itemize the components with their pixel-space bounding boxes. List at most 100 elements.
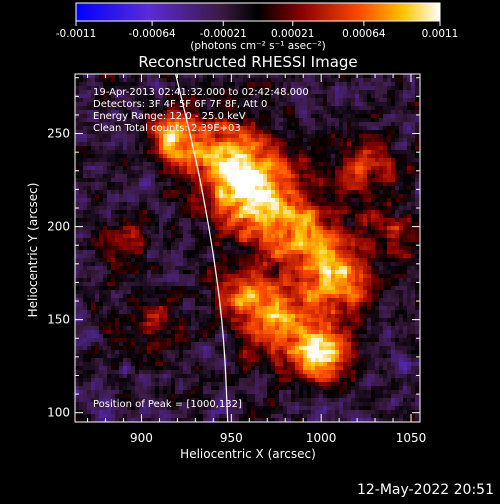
heatmap-cell <box>387 106 392 111</box>
heatmap-cell <box>191 194 196 199</box>
heatmap-cell <box>371 154 376 159</box>
heatmap-cell <box>327 118 332 123</box>
heatmap-cell <box>99 282 104 287</box>
heatmap-cell <box>343 226 348 231</box>
heatmap-cell <box>103 154 108 159</box>
heatmap-cell <box>391 222 396 227</box>
heatmap-cell <box>335 238 340 243</box>
heatmap-cell <box>323 102 328 107</box>
heatmap-cell <box>379 274 384 279</box>
heatmap-cell <box>395 134 400 139</box>
heatmap-cell <box>335 138 340 143</box>
heatmap-cell <box>347 202 352 207</box>
heatmap-cell <box>179 78 184 83</box>
heatmap-cell <box>271 210 276 215</box>
heatmap-cell <box>371 174 376 179</box>
heatmap-cell <box>411 110 416 115</box>
heatmap-cell <box>323 154 328 159</box>
heatmap-cell <box>367 102 372 107</box>
heatmap-cell <box>183 254 188 259</box>
heatmap-cell <box>235 262 240 267</box>
heatmap-cell <box>107 294 112 299</box>
heatmap-cell <box>103 302 108 307</box>
heatmap-cell <box>283 126 288 131</box>
heatmap-cell <box>111 198 116 203</box>
heatmap-cell <box>375 166 380 171</box>
heatmap-cell <box>151 302 156 307</box>
heatmap-cell <box>403 130 408 135</box>
heatmap-cell <box>135 242 140 247</box>
heatmap-cell <box>375 90 380 95</box>
heatmap-cell <box>219 250 224 255</box>
heatmap-cell <box>319 198 324 203</box>
heatmap-cell <box>327 250 332 255</box>
heatmap-cell <box>83 202 88 207</box>
heatmap-cell <box>95 202 100 207</box>
heatmap-cell <box>163 82 168 87</box>
heatmap-cell <box>347 162 352 167</box>
heatmap-cell <box>163 286 168 291</box>
heatmap-cell <box>359 114 364 119</box>
heatmap-cell <box>115 142 120 147</box>
heatmap-cell <box>211 294 216 299</box>
heatmap-cell <box>255 130 260 135</box>
heatmap-cell <box>379 134 384 139</box>
heatmap-cell <box>335 254 340 259</box>
heatmap-cell <box>231 222 236 227</box>
heatmap-cell <box>279 126 284 131</box>
heatmap-cell <box>303 202 308 207</box>
heatmap-cell <box>251 238 256 243</box>
heatmap-cell <box>291 294 296 299</box>
heatmap-cell <box>91 262 96 267</box>
heatmap-cell <box>111 142 116 147</box>
heatmap-cell <box>303 78 308 83</box>
heatmap-cell <box>363 94 368 99</box>
heatmap-cell <box>251 234 256 239</box>
heatmap-cell <box>355 130 360 135</box>
heatmap-cell <box>227 174 232 179</box>
heatmap-cell <box>243 214 248 219</box>
heatmap-cell <box>187 230 192 235</box>
heatmap-cell <box>403 102 408 107</box>
heatmap-cell <box>239 198 244 203</box>
heatmap-cell <box>411 230 416 235</box>
heatmap-cell <box>399 290 404 295</box>
heatmap-cell <box>367 266 372 271</box>
heatmap-cell <box>115 162 120 167</box>
heatmap-cell <box>175 278 180 283</box>
heatmap-cell <box>131 150 136 155</box>
heatmap-cell <box>363 242 368 247</box>
heatmap-cell <box>411 138 416 143</box>
heatmap-cell <box>287 226 292 231</box>
heatmap-cell <box>259 114 264 119</box>
heatmap-cell <box>223 266 228 271</box>
heatmap-cell <box>363 146 368 151</box>
heatmap-cell <box>307 158 312 163</box>
heatmap-cell <box>111 242 116 247</box>
heatmap-cell <box>199 234 204 239</box>
heatmap-cell <box>299 114 304 119</box>
heatmap-cell <box>167 222 172 227</box>
heatmap-cell <box>123 134 128 139</box>
heatmap-cell <box>259 118 264 123</box>
heatmap-cell <box>295 282 300 287</box>
heatmap-cell <box>207 162 212 167</box>
heatmap-cell <box>403 78 408 83</box>
heatmap-cell <box>387 166 392 171</box>
heatmap-cell <box>111 230 116 235</box>
heatmap-cell <box>383 198 388 203</box>
heatmap-cell <box>323 290 328 295</box>
heatmap-cell <box>407 214 412 219</box>
heatmap-cell <box>391 182 396 187</box>
heatmap-cell <box>375 274 380 279</box>
heatmap-cell <box>299 274 304 279</box>
heatmap-cell <box>383 262 388 267</box>
heatmap-cell <box>303 262 308 267</box>
heatmap-cell <box>411 242 416 247</box>
heatmap-cell <box>95 218 100 223</box>
heatmap-cell <box>227 190 232 195</box>
heatmap-cell <box>387 134 392 139</box>
heatmap-cell <box>119 182 124 187</box>
heatmap-cell <box>291 162 296 167</box>
heatmap-cell <box>231 266 236 271</box>
